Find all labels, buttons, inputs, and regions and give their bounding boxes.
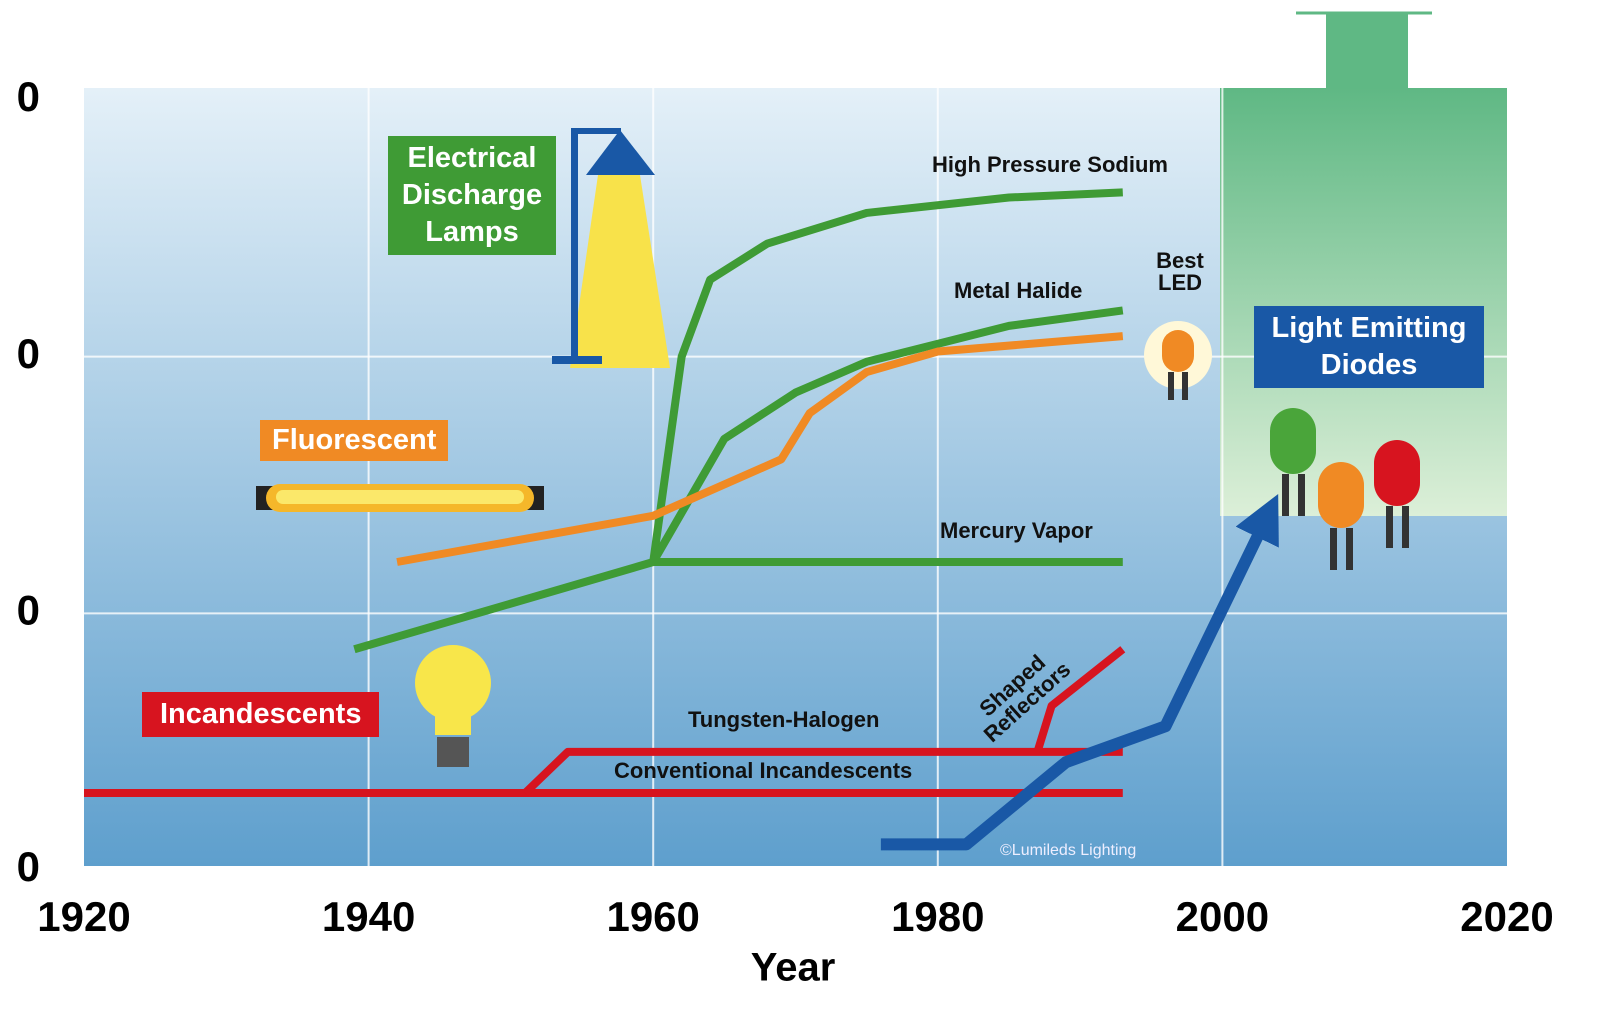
- y-tick-label: 0: [17, 73, 40, 120]
- chart: Year 1920 1940 1960 1980 2000 2020 0 0 0 0 Electr…: [0, 0, 1599, 1012]
- series-label: Mercury Vapor: [940, 518, 1093, 544]
- x-tick-label: 2000: [1176, 893, 1269, 940]
- y-tick-label: 0: [17, 586, 40, 633]
- led-label: Light Emitting Diodes: [1254, 306, 1484, 388]
- y-tick-label: 0: [17, 330, 40, 377]
- x-axis-title: Year: [751, 946, 836, 990]
- series-label: Conventional Incandescents: [614, 758, 912, 784]
- x-tick-label: 1960: [606, 893, 699, 940]
- x-tick-label: 1920: [37, 893, 130, 940]
- led-region-top: [1326, 14, 1408, 88]
- series-label: Tungsten-Halogen: [688, 707, 879, 733]
- incandescents-label: Incandescents: [142, 692, 379, 737]
- plot: Year 1920 1940 1960 1980 2000 2020 0 0 0 0: [0, 0, 1599, 1012]
- fluorescent-label: Fluorescent: [260, 420, 448, 461]
- x-tick-label: 1980: [891, 893, 984, 940]
- x-tick-label: 1940: [322, 893, 415, 940]
- x-tick-label: 2020: [1460, 893, 1553, 940]
- series-label: Metal Halide: [954, 278, 1082, 304]
- led-region: [1220, 88, 1507, 516]
- series-label: High Pressure Sodium: [932, 152, 1168, 178]
- fluorescent-tube-icon: [256, 484, 544, 512]
- y-tick-label: 0: [17, 843, 40, 890]
- discharge-label: Electrical Discharge Lamps: [388, 136, 556, 255]
- credit: ©Lumileds Lighting: [1000, 842, 1136, 860]
- best-led-label: Best LED: [1150, 250, 1210, 294]
